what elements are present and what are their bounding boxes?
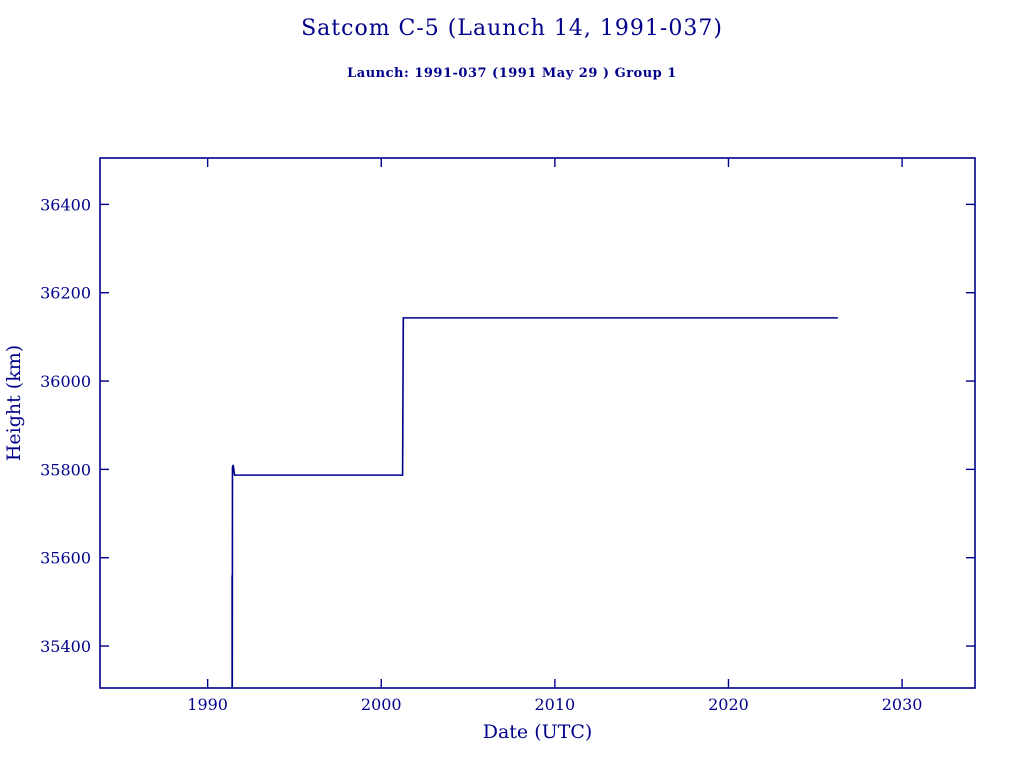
x-tick-label: 2000 [361, 695, 402, 714]
y-tick-label: 35600 [40, 549, 91, 568]
chart-subtitle: Launch: 1991-037 (1991 May 29 ) Group 1 [347, 66, 677, 81]
y-axis-label: Height (km) [3, 345, 25, 461]
y-tick-label: 36200 [40, 284, 91, 303]
y-tick-label: 36400 [40, 195, 91, 214]
plot-border [99, 157, 976, 689]
data-line-height-km [231, 317, 838, 688]
y-tick-label: 35800 [40, 460, 91, 479]
y-tick-label: 36000 [40, 372, 91, 391]
x-tick-label: 2030 [882, 695, 923, 714]
chart-title: Satcom C-5 (Launch 14, 1991-037) [301, 16, 723, 41]
x-tick-label: 1990 [187, 695, 228, 714]
x-tick-label: 2020 [708, 695, 749, 714]
y-tick-label: 35400 [40, 637, 91, 656]
x-tick-label: 2010 [535, 695, 576, 714]
x-axis-label: Date (UTC) [483, 721, 593, 743]
